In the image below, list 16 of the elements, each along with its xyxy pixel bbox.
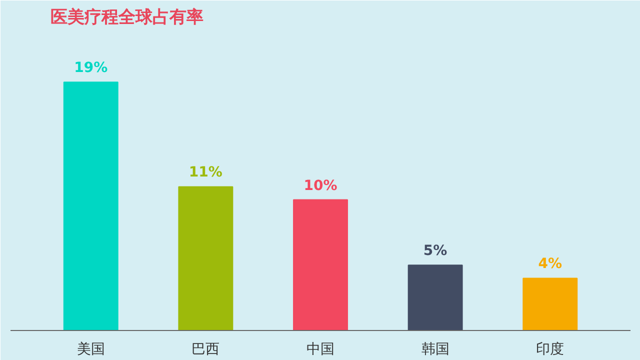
data-label: 5% — [423, 243, 448, 260]
data-label: 19% — [74, 60, 108, 76]
x-tick-label: 巴西 — [192, 342, 220, 358]
bar — [293, 199, 348, 330]
bar — [178, 186, 234, 330]
bar — [63, 82, 118, 330]
chart-title: 医美疗程全球占有率 — [50, 8, 204, 28]
x-tick-label: 中国 — [306, 342, 334, 358]
bar — [408, 264, 463, 330]
data-label: 11% — [188, 164, 222, 181]
data-label: 4% — [538, 256, 562, 272]
x-tick-label: 印度 — [536, 342, 564, 358]
x-tick-label: 美国 — [76, 342, 105, 358]
x-tick-label: 韩国 — [421, 342, 450, 358]
bar — [522, 278, 578, 330]
data-label: 10% — [304, 178, 338, 194]
